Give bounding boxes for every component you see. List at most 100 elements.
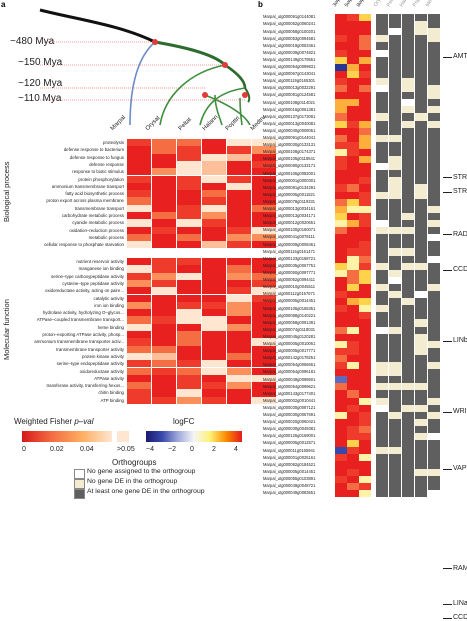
expression-cell [347,170,359,178]
expression-cell [335,298,347,306]
logfc-tick-label: 0 [190,446,194,453]
orthogroup-cell [376,468,388,476]
expression-cell [335,77,347,86]
gene-id-label: Marpal_utg000039g0074821 [263,49,316,55]
expression-cell [335,163,347,171]
go-heatmap-cell [152,219,176,227]
gene-id-label: Marpal_utg000052g0060241 [263,21,316,27]
orthogroup-cell [376,205,388,214]
gene-id-label: Marpal_utg000005g0011521 [263,191,316,197]
expression-cell [335,255,347,263]
go-heatmap-cell [227,272,251,280]
go-heatmap-cell [177,382,201,390]
expression-cell [347,156,359,164]
go-heatmap-cell [227,168,251,176]
orthogroup-cell [389,227,401,235]
go-heatmap-cell [127,182,151,191]
expression-cell [347,49,359,57]
orthogroup-cell [402,49,414,57]
go-heatmap-cell [152,345,176,353]
go-term-label: ammonium transmembrane transporter activ… [34,339,124,345]
expression-cell [335,99,347,107]
gene-id-label: Marpal_utg000041g0078111 [263,234,315,240]
go-heatmap-cell [177,294,201,302]
go-heatmap-cell [127,382,151,390]
condition-label: 3wp [331,0,342,9]
orthogroup-cell [402,291,414,299]
orthogroup-cell [376,447,388,455]
expression-cell [359,227,371,235]
ortho-col-label: Halann [399,0,412,8]
logfc-tick-label: −4 [146,446,154,453]
orthogroup-cell [376,482,388,491]
orthogroup-cell [415,219,427,228]
expression-cell [347,283,359,292]
expression-cell [347,113,359,121]
go-heatmap-cell [202,294,226,302]
gene-id-label: Marpal_utg000119g0165301 [263,78,316,84]
orthogroup-cell [376,354,388,363]
go-term-label: ammonium transmembrane transport [51,183,124,189]
expression-cell [347,134,359,143]
gene-id-label: Marpal_utg000137g0173091 [263,113,316,119]
go-heatmap-cell [177,146,201,154]
expression-cell [359,148,371,157]
gene-id-label: Marpal_utg000106g0082001 [263,170,316,176]
gene-id-label: Marpal_utg000011g0165941 [263,447,316,453]
expression-cell [359,269,371,277]
orthogroup-cell [376,212,388,221]
orthogroup-cell [415,291,427,299]
mya-label-480: ~480 Mya [10,36,55,47]
go-heatmap-cell [177,352,201,361]
expression-cell [335,14,347,22]
expression-cell [347,234,359,242]
go-heatmap-cell [227,301,251,310]
gene-id-label: Marpal_utg000100g0160071 [263,227,316,233]
go-heatmap-cell [252,204,276,212]
gene-id-label: Marpal_utg000108g0174371 [263,149,316,155]
orthogroup-cell [389,283,401,292]
orthogroup-cell [428,376,440,384]
expression-cell [359,433,371,441]
go-heatmap-cell [202,226,226,234]
expression-cell [359,42,371,50]
expression-cell [359,219,371,228]
orthogroup-column-separator [427,14,428,497]
go-heatmap-cell [202,139,226,147]
orthogroup-cell [415,276,427,285]
expression-cell [359,248,371,256]
orthogroup-cell [415,383,427,391]
orthogroup-cell [402,461,414,469]
expression-cell [335,85,347,93]
orthogroup-cell [376,28,388,36]
orthogroup-cell [428,283,440,292]
expression-cell [359,291,371,299]
gene-id-label: Marpal_utg000088g0140221 [263,312,316,318]
expression-cell [347,440,359,448]
go-heatmap-cell [227,389,251,397]
orthogroup-cell [428,397,440,405]
go-heatmap-cell [177,301,201,310]
expression-cell [359,77,371,86]
orthogroup-cell [402,219,414,228]
expression-cell [359,262,371,270]
expression-cell [359,319,371,327]
orthogroup-cell [389,390,401,398]
go-heatmap-cell [252,182,276,191]
go-heatmap-cell [227,226,251,234]
orthogroup-cell [376,433,388,441]
go-term-label: protein phosphorylation [78,176,124,182]
gene-id-label: Marpal_utg000049g0098601 [263,376,316,382]
family-label: STR [453,188,467,196]
logfc-tick-label: 4 [234,446,238,453]
orthogroup-cell [415,184,427,192]
go-heatmap-cell [252,233,276,242]
expression-cell [359,35,371,43]
gene-id-label: Marpal_utg000049g0083651 [263,490,316,496]
orthogroup-cell [402,70,414,79]
family-label-tick [443,177,452,179]
go-term-label: defense response [89,161,124,167]
ortho-legend-label: No gene assigned to the orthogroup [87,468,196,475]
go-term-label: oxidoreductase activity, acting on paire… [45,288,124,294]
orthogroup-cell [415,234,427,242]
